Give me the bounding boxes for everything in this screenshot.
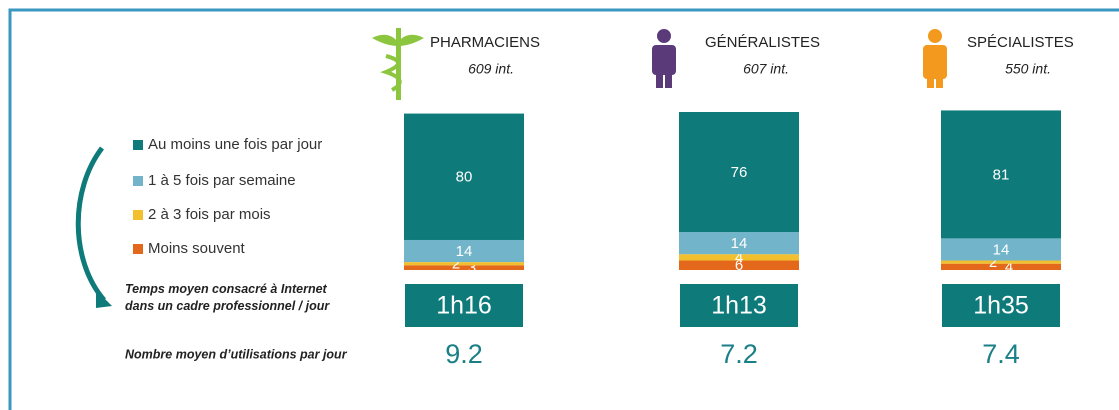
- avg-label: 9.2: [445, 339, 483, 369]
- bar-segment: [941, 110, 1061, 239]
- bar-segment: [404, 265, 524, 270]
- bar-segment: [404, 113, 524, 240]
- group-count: 607 int.: [743, 61, 789, 77]
- segment-label: 14: [456, 243, 473, 260]
- segment-label: 81: [993, 166, 1010, 183]
- avg-label: 7.4: [982, 339, 1020, 369]
- segment-label: 2: [989, 254, 997, 271]
- time-label: 1h35: [973, 292, 1029, 320]
- bar-segment: [941, 263, 1061, 270]
- legend-text: 2 à 3 fois par mois: [148, 206, 271, 223]
- group-count: 550 int.: [1005, 61, 1051, 77]
- avg-row-label: Nombre moyen d’utilisations par jour: [125, 347, 348, 361]
- bar-segment: [679, 232, 799, 255]
- legend-text: 1 à 5 fois par semaine: [148, 172, 296, 189]
- legend-swatch: [133, 210, 143, 220]
- group-name: GÉNÉRALISTES: [705, 34, 820, 51]
- bar-segment: [941, 260, 1061, 264]
- time-box: [942, 284, 1060, 327]
- group-name: SPÉCIALISTES: [967, 34, 1074, 51]
- segment-label: 6: [735, 257, 743, 274]
- legend-swatch: [133, 140, 143, 150]
- segment-label: 14: [731, 235, 748, 252]
- segment-label: 80: [456, 169, 473, 186]
- time-box: [680, 284, 798, 327]
- segment-label: 4: [1005, 259, 1013, 276]
- bar-segment: [941, 238, 1061, 261]
- bar-segment: [679, 112, 799, 233]
- legend-text: Moins souvent: [148, 240, 246, 257]
- segment-label: 3: [468, 260, 476, 277]
- icon-doctor: [652, 29, 676, 88]
- frame: [8, 8, 1119, 410]
- legend-text: Au moins une fois par jour: [148, 136, 322, 153]
- bar-segment: [404, 239, 524, 263]
- time-label: 1h13: [711, 292, 767, 320]
- legend-swatch: [133, 244, 143, 254]
- segment-label: 4: [735, 249, 743, 266]
- time-row-label: Temps moyen consacré à Internet dans un c…: [125, 282, 330, 313]
- segment-label: 14: [993, 241, 1010, 258]
- group-count: 609 int.: [468, 61, 514, 77]
- group-name: PHARMACIENS: [430, 34, 540, 51]
- segment-label: 2: [452, 256, 460, 273]
- bar-segment: [404, 262, 524, 266]
- time-box: [405, 284, 523, 327]
- icon-caduceus: [372, 28, 424, 100]
- arrow-head: [96, 290, 112, 308]
- bar-segment: [679, 254, 799, 261]
- legend-swatch: [133, 176, 143, 186]
- bar-segment: [679, 260, 799, 270]
- avg-label: 7.2: [720, 339, 758, 369]
- segment-label: 76: [731, 164, 748, 181]
- arrow: [75, 146, 106, 302]
- icon-specialist: [923, 29, 947, 88]
- time-label: 1h16: [436, 292, 492, 320]
